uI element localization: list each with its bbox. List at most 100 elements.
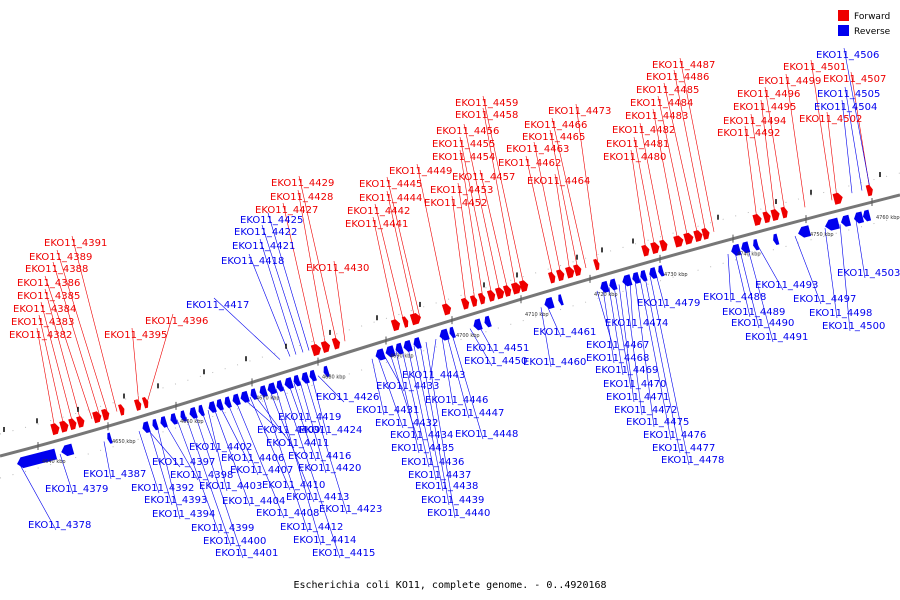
leader-line (52, 261, 101, 417)
gene-label: EKO11_4477 (652, 443, 715, 454)
legend-label-reverse: Reverse (854, 27, 891, 37)
leader-line (311, 377, 328, 436)
leader-line (227, 403, 259, 476)
tick-label: 4740 kbp (737, 252, 761, 258)
forward-gene-41 (865, 184, 873, 197)
tick-label: 4680 kbp (322, 375, 346, 381)
gene-label: EKO11_4487 (652, 60, 715, 71)
gene-label: EKO11_4414 (293, 535, 356, 546)
leader-line (148, 427, 173, 506)
forward-gene-8 (141, 397, 149, 409)
leader-line (374, 203, 405, 323)
leader-line (377, 356, 404, 429)
gene-label: EKO11_4492 (717, 128, 780, 139)
gene-label: EKO11_4417 (186, 300, 249, 311)
reverse-gene-33 (544, 296, 555, 310)
gene-label: EKO11_4437 (408, 470, 471, 481)
gene-label: EKO11_4500 (822, 321, 885, 332)
leader-line (457, 182, 476, 302)
reverse-gene-44 (753, 238, 760, 251)
leader-line (744, 125, 758, 221)
reverse-gene-12 (224, 396, 232, 408)
forward-gene-18 (477, 292, 486, 305)
reverse-gene-48 (841, 214, 852, 227)
reverse-gene-30 (449, 326, 456, 339)
gene-label: EKO11_4422 (234, 227, 297, 238)
gene-label: EKO11_4385 (17, 291, 80, 302)
reverse-gene-1 (61, 443, 75, 457)
reverse-gene-26 (395, 342, 404, 355)
leader-line (551, 117, 587, 269)
leader-line (575, 103, 599, 265)
leader-line (249, 396, 291, 491)
gene-label: EKO11_4415 (312, 548, 375, 559)
leader-line (479, 169, 509, 292)
gene-label: EKO11_4391 (44, 238, 107, 249)
reverse-gene-10 (208, 401, 217, 413)
leader-line (213, 297, 281, 360)
leader-line (44, 288, 82, 423)
gene-label: EKO11_4444 (359, 193, 422, 204)
leader-line (261, 224, 304, 353)
gene-label: EKO11_4488 (703, 292, 766, 303)
leader-line (213, 408, 251, 507)
gene-label: EKO11_4430 (306, 263, 369, 274)
leader-line (305, 379, 348, 515)
forward-gene-21 (502, 285, 512, 297)
gene-label: EKO11_4431 (356, 405, 419, 416)
gene-label: EKO11_4489 (722, 307, 785, 318)
forward-gene-33 (683, 232, 694, 245)
gene-label: EKO11_4485 (636, 85, 699, 96)
reverse-gene-32 (484, 315, 492, 328)
gene-label: EKO11_4451 (466, 343, 529, 354)
gene-label: EKO11_4426 (316, 392, 379, 403)
tick-label: 4640 kbp (42, 459, 66, 465)
forward-gene-37 (762, 211, 771, 224)
legend: Forward Reverse (838, 10, 891, 37)
leader-line (419, 343, 450, 506)
gene-label: EKO11_4449 (389, 166, 452, 177)
gene-labels: EKO11_4382 EKO11_4383 EKO11_4384 EKO11_4385… (9, 50, 900, 559)
leader-line (663, 82, 699, 237)
leader-line (826, 111, 838, 200)
gene-label: EKO11_4446 (425, 395, 488, 406)
leader-line (794, 235, 822, 305)
legend-swatch-reverse (838, 25, 849, 36)
forward-gene-22 (510, 282, 522, 295)
leader-line (19, 464, 57, 531)
gene-label: EKO11_4501 (783, 62, 846, 73)
forward-gene-25 (556, 269, 565, 282)
reverse-gene-17 (267, 382, 277, 395)
reverse-gene-9 (198, 404, 205, 417)
gene-label: EKO11_4460 (523, 357, 586, 368)
gene-label: EKO11_4484 (630, 98, 693, 109)
leader-line (844, 86, 863, 191)
forward-gene-31 (659, 239, 668, 252)
gene-label: EKO11_4479 (637, 298, 700, 309)
gene-label: EKO11_4452 (424, 198, 487, 209)
tick-label: 4710 kbp (525, 312, 549, 318)
gene-label: EKO11_4469 (595, 365, 658, 376)
forward-gene-19 (486, 289, 496, 302)
reverse-gene-2 (107, 432, 113, 444)
gene-label: EKO11_4420 (298, 463, 361, 474)
reverse-gene-16 (259, 385, 268, 397)
gene-label: EKO11_4406 (221, 453, 284, 464)
tick-label: 4660 kbp (180, 419, 204, 425)
leader-line (298, 175, 338, 344)
leader-line (413, 345, 444, 492)
leader-line (478, 325, 495, 354)
gene-label: EKO11_4419 (278, 412, 341, 423)
leader-line (425, 342, 456, 519)
gene-label: EKO11_4493 (755, 280, 818, 291)
leader-line (482, 107, 517, 289)
gene-label: EKO11_4378 (28, 520, 91, 531)
gene-label: EKO11_4454 (432, 152, 495, 163)
leader-line (44, 275, 93, 419)
leader-line (639, 278, 672, 441)
leader-line (760, 99, 776, 216)
leader-line (655, 273, 666, 309)
leader-line (747, 248, 774, 343)
leader-line (540, 307, 552, 368)
leader-line (386, 190, 416, 320)
